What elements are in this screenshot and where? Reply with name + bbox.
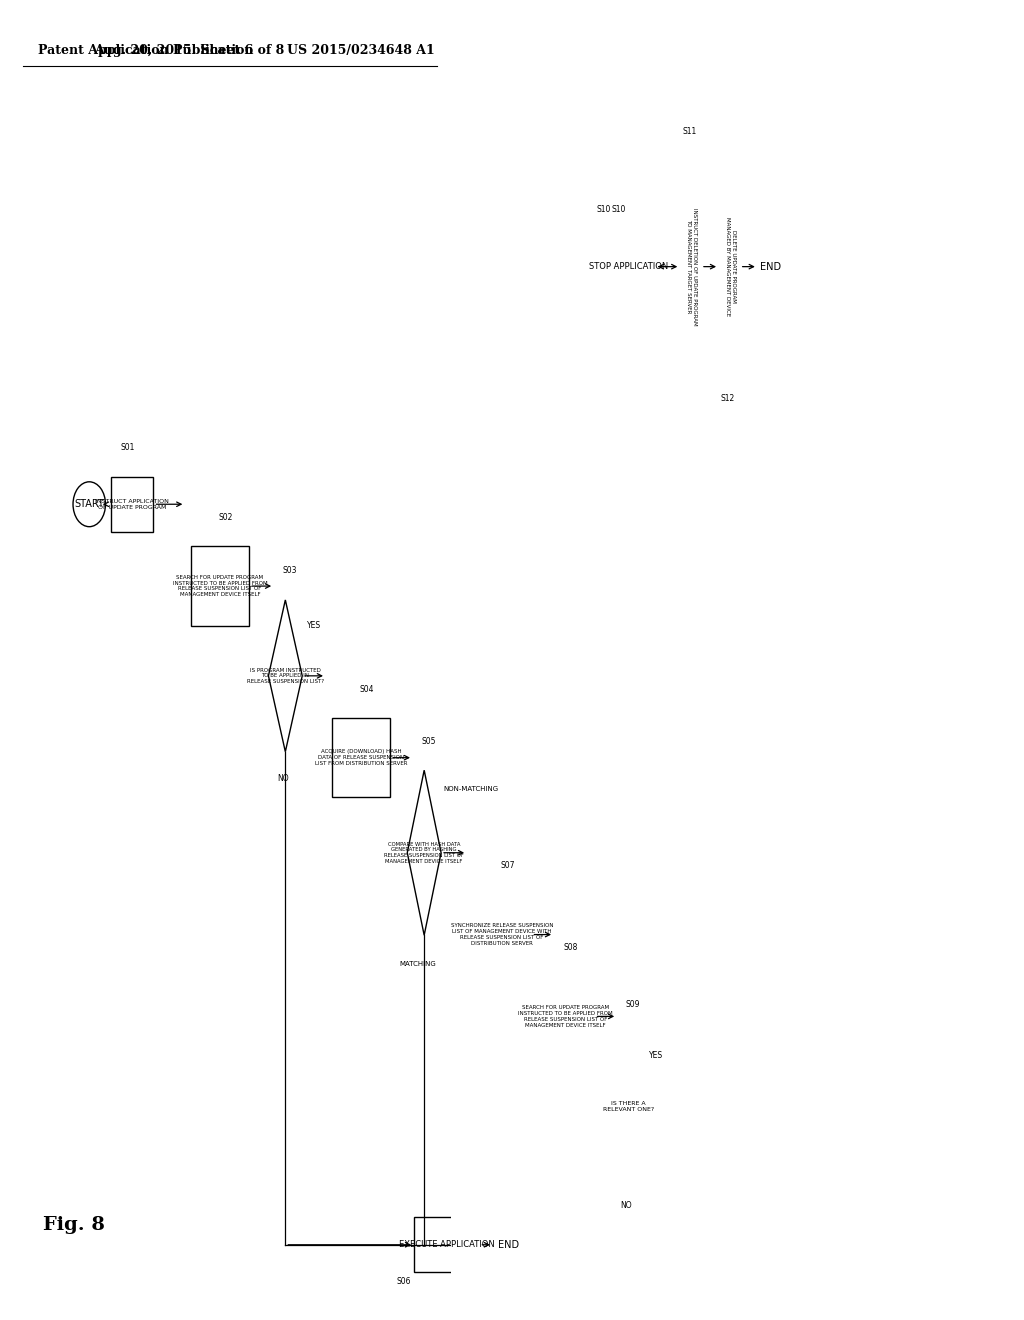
- Text: ACQUIRE (DOWNLOAD) HASH
DATA OF RELEASE SUSPENSION
LIST FROM DISTRIBUTION SERVER: ACQUIRE (DOWNLOAD) HASH DATA OF RELEASE …: [314, 750, 408, 766]
- Polygon shape: [408, 770, 441, 935]
- Bar: [682, 161, 701, 372]
- Text: STOP APPLICATION: STOP APPLICATION: [589, 263, 668, 271]
- Ellipse shape: [493, 1220, 524, 1270]
- Text: SEARCH FOR UPDATE PROGRAM
INSTRUCTED TO BE APPLIED FROM
RELEASE SUSPENSION LIST : SEARCH FOR UPDATE PROGRAM INSTRUCTED TO …: [173, 576, 267, 597]
- Polygon shape: [268, 599, 302, 751]
- Text: SEARCH FOR UPDATE PROGRAM
INSTRUCTED TO BE APPLIED FROM
RELEASE SUSPENSION LIST : SEARCH FOR UPDATE PROGRAM INSTRUCTED TO …: [518, 1006, 612, 1027]
- Text: START: START: [75, 499, 104, 510]
- Text: IS PROGRAM INSTRUCTED
TO BE APPLIED IN
RELEASE SUSPENSION LIST?: IS PROGRAM INSTRUCTED TO BE APPLIED IN R…: [247, 668, 324, 684]
- Text: S08: S08: [563, 944, 578, 952]
- Text: NON-MATCHING: NON-MATCHING: [443, 787, 499, 792]
- Text: S06: S06: [397, 1278, 412, 1286]
- Bar: [599, 239, 657, 294]
- Text: NO: NO: [621, 1201, 632, 1209]
- Text: S01: S01: [121, 444, 135, 451]
- Ellipse shape: [755, 242, 786, 292]
- Text: US 2015/0234648 A1: US 2015/0234648 A1: [287, 44, 434, 57]
- Text: Aug. 20, 2015  Sheet 6 of 8: Aug. 20, 2015 Sheet 6 of 8: [94, 44, 285, 57]
- Polygon shape: [611, 1034, 645, 1179]
- Text: IS THERE A
RELEVANT ONE?: IS THERE A RELEVANT ONE?: [603, 1101, 654, 1111]
- Text: Patent Application Publication: Patent Application Publication: [38, 44, 254, 57]
- Text: NO: NO: [278, 774, 289, 783]
- Text: INSTRUCT APPLICATION
OF UPDATE PROGRAM: INSTRUCT APPLICATION OF UPDATE PROGRAM: [95, 499, 169, 510]
- Text: COMPARE WITH HASH DATA
GENERATED BY HASHING
RELEASE SUSPENSION LIST OF
MANAGEMEN: COMPARE WITH HASH DATA GENERATED BY HASH…: [384, 842, 464, 863]
- Text: INSTRUCT DELETION OF UPDATE PROGRAM
TO MANAGEMENT TARGET SERVER: INSTRUCT DELETION OF UPDATE PROGRAM TO M…: [686, 207, 697, 326]
- Text: DELETE UPDATE PROGRAM
MANAGED BY MANAGEMENT DEVICE: DELETE UPDATE PROGRAM MANAGED BY MANAGEM…: [725, 216, 735, 317]
- Bar: [332, 718, 390, 797]
- Text: END: END: [498, 1239, 519, 1250]
- Bar: [190, 546, 249, 626]
- Text: S10: S10: [611, 206, 626, 214]
- Text: S09: S09: [626, 1001, 640, 1008]
- Text: END: END: [760, 261, 781, 272]
- Text: S03: S03: [283, 566, 297, 576]
- Bar: [721, 161, 739, 372]
- Ellipse shape: [73, 482, 105, 527]
- Text: YES: YES: [307, 622, 321, 630]
- Bar: [536, 977, 595, 1056]
- Text: Fig. 8: Fig. 8: [43, 1216, 104, 1234]
- Text: YES: YES: [649, 1052, 663, 1060]
- Bar: [414, 1217, 479, 1272]
- Text: S11: S11: [682, 128, 696, 136]
- Text: SYNCHRONIZE RELEASE SUSPENSION
LIST OF MANAGEMENT DEVICE WITH
RELEASE SUSPENSION: SYNCHRONIZE RELEASE SUSPENSION LIST OF M…: [451, 924, 553, 945]
- Text: S07: S07: [501, 862, 515, 870]
- Bar: [473, 895, 531, 974]
- Text: S10: S10: [596, 206, 610, 214]
- Text: S04: S04: [359, 685, 374, 693]
- Text: S12: S12: [721, 395, 735, 403]
- Text: S05: S05: [422, 737, 436, 746]
- Text: S02: S02: [218, 513, 232, 521]
- Text: EXECUTE APPLICATION: EXECUTE APPLICATION: [398, 1241, 495, 1249]
- Text: MATCHING: MATCHING: [399, 961, 436, 968]
- Bar: [111, 477, 154, 532]
